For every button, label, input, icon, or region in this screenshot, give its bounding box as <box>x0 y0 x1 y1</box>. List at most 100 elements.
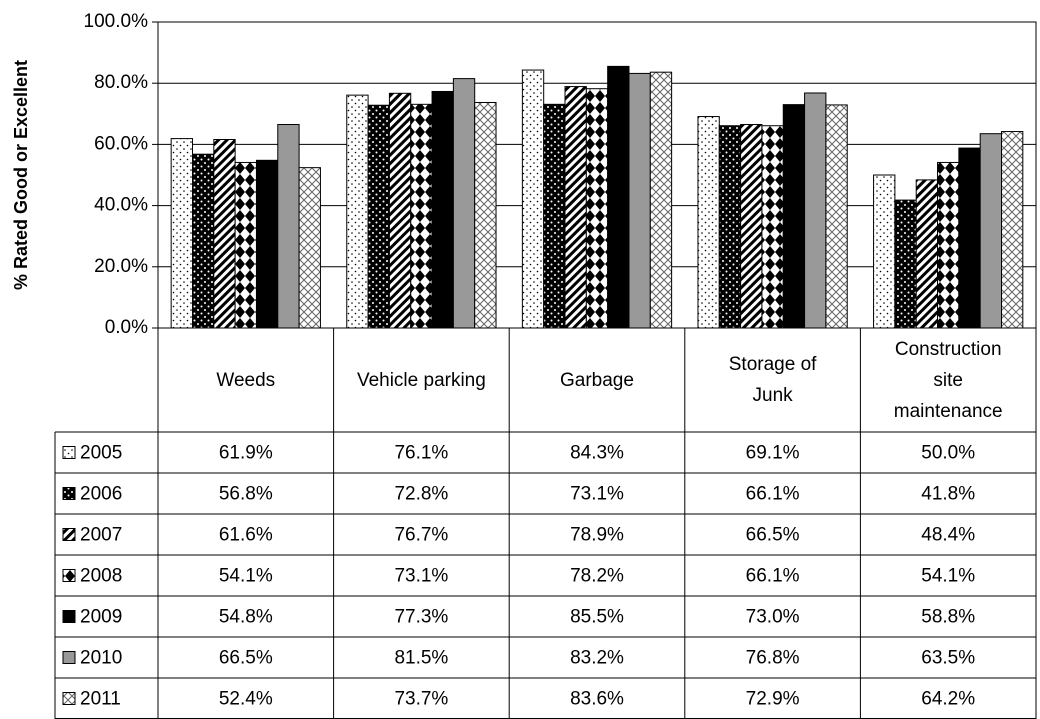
y-axis-label: % Rated Good or Excellent <box>11 60 31 290</box>
y-tick-label: 0.0% <box>105 317 148 338</box>
bar <box>697 116 720 329</box>
value-label: 76.1% <box>394 443 448 464</box>
bar <box>894 199 917 329</box>
value-label: 73.7% <box>394 689 448 710</box>
category-text: Weeds <box>216 369 276 391</box>
legend-label: 2009 <box>80 607 122 628</box>
value-label: 58.8% <box>921 607 975 628</box>
value-label: 54.8% <box>219 607 273 628</box>
category-text: Vehicle parking <box>356 369 486 391</box>
category-label: Construction site maintenance <box>860 328 1036 432</box>
bar <box>740 124 763 329</box>
value-label: 73.1% <box>570 484 624 505</box>
value-label: 85.5% <box>570 607 624 628</box>
bar <box>761 125 784 329</box>
bar <box>1001 131 1024 329</box>
bar <box>213 139 236 329</box>
category-label: Garbage <box>509 328 685 432</box>
value-label: 48.4% <box>921 525 975 546</box>
y-tick-label: 80.0% <box>94 72 148 93</box>
value-label: 66.1% <box>746 566 800 587</box>
value-label: 41.8% <box>921 484 975 505</box>
bar <box>873 174 896 329</box>
bar <box>191 153 215 329</box>
value-label: 61.9% <box>219 443 273 464</box>
value-label: 56.8% <box>219 484 273 505</box>
bar <box>585 88 609 329</box>
y-tick-label: 20.0% <box>94 256 148 277</box>
category-label: Storage of Junk <box>685 328 861 432</box>
bar <box>410 103 433 329</box>
category-text: Construction site maintenance <box>893 338 1003 422</box>
bar <box>474 101 497 329</box>
bar <box>346 94 369 329</box>
value-label: 64.2% <box>921 689 975 710</box>
value-label: 76.7% <box>394 525 448 546</box>
y-tick-label: 100.0% <box>84 11 149 32</box>
bar <box>170 138 193 329</box>
bar <box>628 72 651 329</box>
bar <box>649 71 673 329</box>
value-label: 63.5% <box>921 648 975 669</box>
value-label: 72.9% <box>746 689 800 710</box>
legend-key <box>62 487 76 500</box>
value-label: 61.6% <box>219 525 273 546</box>
y-tick-label: 60.0% <box>94 133 148 154</box>
bar <box>431 90 454 329</box>
bar <box>718 125 742 329</box>
legend-label: 2006 <box>80 484 122 505</box>
legend-key <box>62 446 76 459</box>
y-tick-label: 40.0% <box>94 195 148 216</box>
bar <box>958 147 981 329</box>
value-label: 73.1% <box>394 566 448 587</box>
bar <box>255 159 279 329</box>
category-text: Storage of Junk <box>728 354 817 406</box>
value-label: 66.5% <box>746 525 800 546</box>
bar <box>782 104 806 329</box>
value-label: 81.5% <box>394 648 448 669</box>
value-label: 73.0% <box>746 607 800 628</box>
value-label: 66.1% <box>746 484 800 505</box>
value-label: 72.8% <box>394 484 448 505</box>
bar <box>543 103 566 329</box>
value-label: 84.3% <box>570 443 624 464</box>
bar <box>804 92 827 329</box>
bar <box>298 167 321 329</box>
legend-label: 2005 <box>80 443 122 464</box>
bar <box>825 104 848 329</box>
legend-label: 2010 <box>80 648 122 669</box>
legend-label: 2011 <box>80 689 121 710</box>
value-label: 76.8% <box>746 648 800 669</box>
value-label: 66.5% <box>219 648 273 669</box>
bar <box>452 78 476 329</box>
bar <box>234 161 257 329</box>
legend-key <box>62 651 76 664</box>
value-label: 52.4% <box>219 689 273 710</box>
bar <box>915 179 939 329</box>
category-label: Weeds <box>158 328 334 432</box>
category-text: Garbage <box>560 369 634 391</box>
bar <box>277 124 300 329</box>
legend-key <box>62 569 76 582</box>
value-label: 83.2% <box>570 648 624 669</box>
value-label: 54.1% <box>921 566 975 587</box>
bar <box>937 161 960 329</box>
value-label: 78.2% <box>570 566 624 587</box>
value-label: 50.0% <box>921 443 975 464</box>
value-label: 83.6% <box>570 689 624 710</box>
legend-key <box>62 528 76 541</box>
category-label: Vehicle parking <box>334 328 510 432</box>
value-label: 69.1% <box>746 443 800 464</box>
bar <box>564 86 587 329</box>
legend-label: 2007 <box>80 525 122 546</box>
bar <box>979 133 1003 329</box>
legend-label: 2008 <box>80 566 122 587</box>
legend-key <box>62 692 76 705</box>
bar <box>521 69 545 329</box>
legend-key <box>62 610 76 623</box>
bar <box>607 65 630 329</box>
value-label: 77.3% <box>394 607 448 628</box>
bar <box>388 92 412 329</box>
